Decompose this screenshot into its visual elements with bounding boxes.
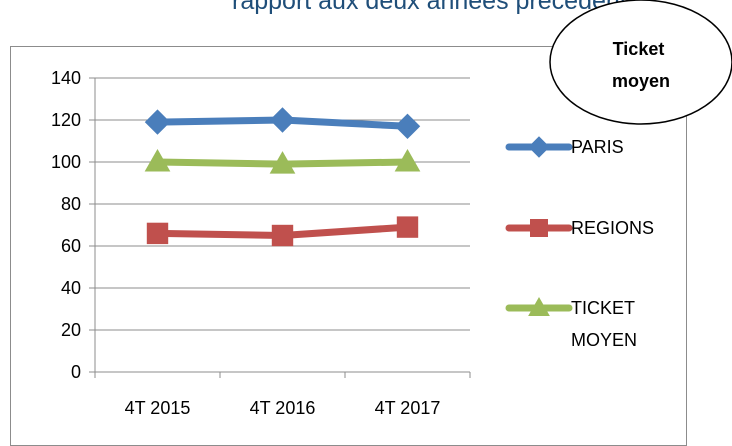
badge-line-2: moyen (612, 71, 670, 91)
badge-label: Ticket moyen (612, 39, 670, 91)
legend-item-paris: PARIS (505, 136, 624, 158)
legend-swatch-marker (530, 219, 548, 237)
y-tick-label: 40 (61, 278, 81, 298)
legend-swatch-marker (528, 296, 550, 316)
legend-label: PARIS (571, 137, 624, 157)
legend-label: TICKET MOYEN (571, 298, 637, 350)
data-point-ticket-moyen (144, 148, 171, 172)
data-point-ticket-moyen (394, 148, 421, 172)
data-point-regions (146, 222, 169, 245)
legend-swatch-marker (528, 136, 550, 158)
x-tick-label: 4T 2016 (250, 398, 316, 418)
legend-item-ticket-moyen: TICKET MOYEN (505, 296, 637, 350)
y-tick-label: 140 (51, 68, 81, 88)
legend-item-regions: REGIONS (505, 218, 654, 238)
y-tick-label: 120 (51, 110, 81, 130)
badge-ellipse (549, 0, 732, 125)
data-point-paris (394, 113, 421, 140)
data-point-paris (269, 107, 296, 133)
x-tick-label: 4T 2017 (375, 398, 441, 418)
series-layer (144, 107, 421, 247)
x-tick-label: 4T 2015 (125, 398, 191, 418)
data-point-paris (144, 109, 171, 135)
legend-label-line: TICKET (571, 298, 635, 318)
badge-line-1: Ticket (613, 39, 665, 59)
y-tick-label: 100 (51, 152, 81, 172)
heading-fragment: rapport aux deux années précédentes. (232, 0, 661, 15)
data-point-regions (396, 216, 419, 238)
legend-label-line: MOYEN (571, 330, 637, 350)
legend: PARIS REGIONS TICKET MOYEN (505, 136, 654, 350)
y-tick-label: 60 (61, 236, 81, 256)
data-point-ticket-moyen (269, 151, 296, 174)
y-tick-label: 80 (61, 194, 81, 214)
y-tick-label: 20 (61, 320, 81, 340)
y-tick-label: 0 (71, 362, 81, 382)
legend-label: REGIONS (571, 218, 654, 238)
data-point-regions (271, 224, 294, 247)
ticket-moyen-badge: Ticket moyen (549, 0, 732, 125)
axes: 0 20 40 60 80 100 120 140 4T 2015 4T 2016 4T 2017 (51, 68, 471, 418)
